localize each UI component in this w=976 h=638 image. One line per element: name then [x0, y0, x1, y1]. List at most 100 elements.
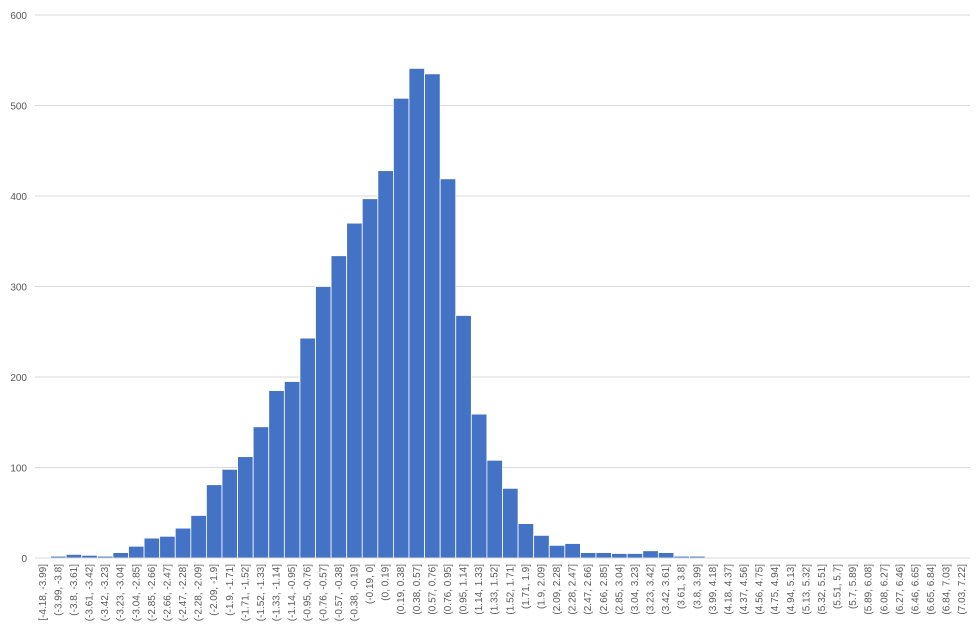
- x-tick-label: (5.13, 5.32]: [801, 564, 812, 615]
- bar: [377, 170, 394, 559]
- bar: [595, 552, 612, 559]
- x-tick-label: (-0.95, -0.76]: [303, 564, 314, 621]
- bar: [580, 552, 597, 559]
- bar: [128, 545, 145, 559]
- x-tick-label: (-2.66, -2.47]: [162, 564, 173, 621]
- bar: [626, 553, 644, 559]
- x-tick-label: (3.8, 3.99]: [692, 564, 703, 609]
- x-tick-label: (-2.28, -2.09]: [194, 564, 205, 621]
- x-tick-label: (-1.14, -0.95]: [287, 564, 298, 621]
- bar: [470, 413, 488, 559]
- bar: [283, 381, 301, 559]
- bar: [346, 222, 363, 559]
- bar: [455, 315, 472, 559]
- x-tick-label: (1.33, 1.52]: [490, 564, 501, 615]
- bar: [190, 515, 207, 559]
- x-tick-label: (6.46, 6.65]: [910, 564, 921, 615]
- bar: [439, 178, 457, 559]
- bar: [424, 73, 441, 559]
- bar: [174, 527, 192, 559]
- bar: [517, 523, 535, 559]
- x-tick-label: (-1.71, -1.52]: [240, 564, 251, 621]
- y-tick-label: 500: [10, 102, 27, 113]
- x-tick-label: (0, 0.19]: [381, 564, 392, 601]
- bar: [65, 553, 83, 559]
- x-tick-label: (4.75, 4.94]: [770, 564, 781, 615]
- bar: [330, 255, 348, 559]
- x-tick-label: (6.27, 6.46]: [895, 564, 906, 615]
- x-tick-label: (-3.23, -3.04]: [116, 564, 127, 621]
- x-tick-label: (-3.04, -2.85]: [131, 564, 142, 621]
- x-tick-label: (0.57, 0.76]: [427, 564, 438, 615]
- bar: [252, 426, 270, 559]
- x-tick-label: (6.84, 7.03]: [942, 564, 953, 615]
- x-tick-label: (-0.76, -0.57]: [318, 564, 329, 621]
- x-tick-label: (2.47, 2.66]: [583, 564, 594, 615]
- bar: [408, 67, 425, 559]
- x-tick-label: (-1.52, -1.33]: [256, 564, 267, 621]
- x-tick-label: (5.51, 5.7]: [833, 564, 844, 609]
- x-tick-label: (0.76, 0.95]: [443, 564, 454, 615]
- x-tick-label: (-2.47, -2.28]: [178, 564, 189, 621]
- x-tick-label: (2.09, 2.28]: [552, 564, 563, 615]
- bar: [657, 552, 675, 559]
- x-tick-label: (-3.61, -3.42]: [85, 564, 96, 621]
- x-tick-label: (6.65, 6.84]: [926, 564, 937, 615]
- x-tick-label: (0.95, 1.14]: [459, 564, 470, 615]
- x-tick-label: (1.52, 1.71]: [505, 564, 516, 615]
- x-tick-label: (2.85, 3.04]: [614, 564, 625, 615]
- bar: [502, 487, 519, 559]
- x-tick-label: (2.66, 2.85]: [599, 564, 610, 615]
- bar: [315, 286, 332, 559]
- x-tick-label: (5.89, 6.08]: [864, 564, 875, 615]
- x-tick-label: (-0.38, -0.19]: [349, 564, 360, 621]
- bar: [299, 337, 316, 559]
- y-tick-label: 0: [21, 554, 27, 565]
- x-tick-label: (-3.8, -3.61]: [69, 564, 80, 616]
- x-tick-label: (3.23, 3.42]: [646, 564, 657, 615]
- x-tick-label: (0.19, 0.38]: [396, 564, 407, 615]
- x-tick-label: (7.03, 7.22]: [957, 564, 968, 615]
- x-tick-label: (-1.33, -1.14]: [272, 564, 283, 621]
- bar: [393, 97, 410, 559]
- x-tick-label: (4.18, 4.37]: [723, 564, 734, 615]
- x-tick-label: (4.94, 5.13]: [786, 564, 797, 615]
- x-tick-label: (-2.09, -1.9]: [209, 564, 220, 616]
- x-tick-label: (3.61, 3.8]: [677, 564, 688, 609]
- x-tick-label: (-3.42, -3.23]: [100, 564, 111, 621]
- bar: [268, 390, 285, 559]
- x-tick-label: (6.08, 6.27]: [879, 564, 890, 615]
- y-tick-label: 600: [10, 11, 27, 22]
- y-tick-label: 400: [10, 192, 27, 203]
- x-tick-label: (5.32, 5.51]: [817, 564, 828, 615]
- bar: [564, 543, 581, 559]
- x-tick-label: (3.04, 3.23]: [630, 564, 641, 615]
- bar: [486, 459, 503, 559]
- bar: [533, 534, 550, 559]
- bar: [206, 484, 223, 559]
- x-tick-label: (3.99, 4.18]: [708, 564, 719, 615]
- x-tick-label: (-0.19, 0]: [365, 564, 376, 604]
- y-tick-label: 200: [10, 373, 27, 384]
- x-tick-label: (1.9, 2.09]: [536, 564, 547, 609]
- x-tick-label: (4.56, 4.75]: [755, 564, 766, 615]
- y-tick-label: 100: [10, 464, 27, 475]
- bar: [221, 468, 238, 559]
- x-tick-label: (-0.57, -0.38]: [334, 564, 345, 621]
- bar: [642, 550, 659, 559]
- x-tick-label: (5.7, 5.89]: [848, 564, 859, 609]
- x-tick-label: (1.14, 1.33]: [474, 564, 485, 615]
- bar: [159, 535, 176, 559]
- bar: [237, 456, 254, 559]
- bar: [112, 552, 129, 559]
- bar: [548, 544, 566, 559]
- x-tick-label: (3.42, 3.61]: [661, 564, 672, 615]
- x-tick-label: [-4.18, -3.99]: [38, 564, 49, 621]
- y-tick-label: 300: [10, 283, 27, 294]
- x-tick-label: (0.38, 0.57]: [412, 564, 423, 615]
- bar: [143, 537, 161, 559]
- x-tick-label: (-1.9, -1.71]: [225, 564, 236, 616]
- x-tick-label: (1.71, 1.9]: [521, 564, 532, 609]
- bar: [611, 553, 628, 559]
